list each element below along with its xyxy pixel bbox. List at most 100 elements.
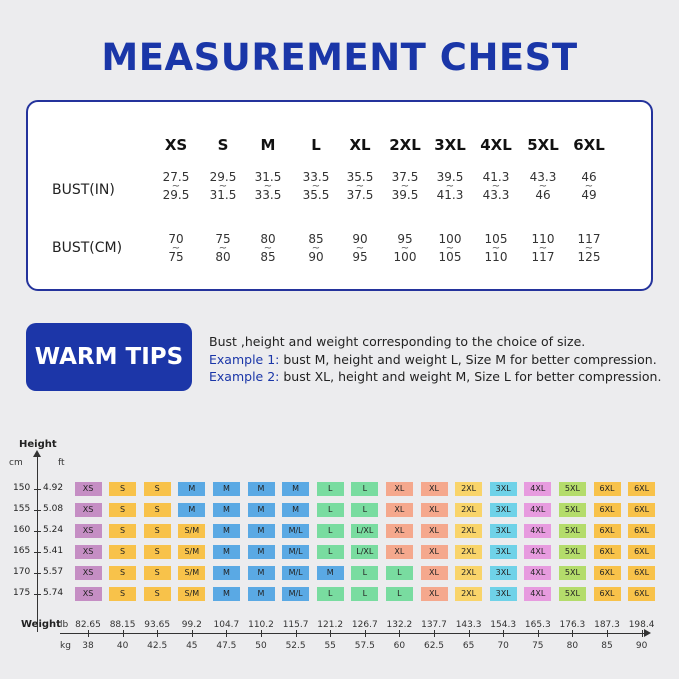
tips-example-1: Example 1: bust M, height and weight L, … bbox=[209, 351, 661, 369]
size-cell: L bbox=[316, 587, 344, 601]
size-cell: 3XL bbox=[489, 566, 517, 580]
height-cm-label: 170 bbox=[13, 567, 31, 577]
size-cell: L bbox=[316, 524, 344, 538]
height-cm-label: 160 bbox=[13, 525, 31, 535]
size-cell: 2XL bbox=[455, 524, 483, 538]
warm-tips-badge: WARM TIPS bbox=[26, 323, 192, 391]
size-header-3xl: 3XL bbox=[434, 136, 466, 154]
size-header-xl: XL bbox=[349, 136, 371, 154]
weight-tick bbox=[157, 630, 159, 637]
weight-kg-label: 42.5 bbox=[147, 641, 168, 651]
size-cell: XS bbox=[74, 503, 102, 517]
weight-tick bbox=[641, 630, 643, 637]
range-cell: 100 ~105 bbox=[438, 232, 462, 264]
weight-lb-label: 115.7 bbox=[282, 620, 309, 630]
weight-lb-label: 99.2 bbox=[181, 620, 202, 630]
size-cell: M bbox=[316, 566, 344, 580]
weight-tick bbox=[537, 630, 539, 637]
weight-tick bbox=[607, 630, 608, 637]
size-cell: S/M bbox=[178, 545, 206, 559]
weight-tick bbox=[191, 630, 193, 637]
size-cell: M bbox=[212, 524, 240, 538]
weight-tick bbox=[364, 630, 366, 637]
height-tick bbox=[34, 594, 41, 595]
weight-lb-label: 137.7 bbox=[421, 620, 447, 630]
size-cell: 6XL bbox=[628, 503, 656, 517]
weight-kg-label: 47.5 bbox=[216, 641, 237, 651]
size-cell: M bbox=[247, 482, 275, 496]
weight-lb-label: 176.3 bbox=[559, 620, 586, 630]
size-header-l: L bbox=[311, 136, 321, 154]
range-cell: 35.5 ~37.5 bbox=[346, 170, 374, 202]
size-cell: M/L bbox=[282, 587, 310, 601]
example-1-text: bust M, height and weight L, Size M for … bbox=[279, 351, 657, 367]
cm-unit: cm bbox=[9, 458, 23, 468]
size-cell: 4XL bbox=[524, 482, 552, 496]
weight-tick bbox=[261, 630, 262, 637]
weight-kg-label: 90 bbox=[635, 641, 648, 651]
size-cell: M bbox=[212, 545, 240, 559]
size-cell: XL bbox=[420, 587, 448, 601]
size-header-xs: XS bbox=[164, 136, 188, 154]
size-cell: L bbox=[351, 482, 379, 496]
height-tick bbox=[34, 489, 41, 490]
size-header-5xl: 5XL bbox=[527, 136, 559, 154]
size-cell: L bbox=[351, 503, 379, 517]
size-cell: S bbox=[143, 566, 171, 580]
row-label: BUST(CM) bbox=[52, 240, 123, 256]
size-cell: S bbox=[109, 503, 137, 517]
weight-kg-label: 38 bbox=[82, 641, 94, 651]
height-ft-label: 5.57 bbox=[43, 567, 64, 577]
size-header-m: M bbox=[260, 136, 276, 154]
size-cell: L bbox=[385, 566, 413, 580]
size-cell: S bbox=[143, 545, 171, 559]
size-cell: 5XL bbox=[558, 587, 586, 601]
size-cell: 6XL bbox=[628, 587, 656, 601]
size-cell: M bbox=[212, 587, 240, 601]
size-cell: M bbox=[282, 482, 310, 496]
weight-tick bbox=[399, 630, 401, 637]
height-tick bbox=[34, 510, 41, 511]
size-cell: 5XL bbox=[558, 545, 586, 559]
size-cell: L/XL bbox=[351, 524, 379, 538]
height-cm-label: 155 bbox=[13, 504, 31, 514]
size-cell: 2XL bbox=[455, 503, 483, 517]
range-cell: 41.3 ~43.3 bbox=[482, 170, 510, 202]
size-cell: 2XL bbox=[455, 587, 483, 601]
size-cell: M bbox=[282, 503, 310, 517]
size-cell: S bbox=[143, 482, 171, 496]
weight-lb-label: 121.2 bbox=[317, 620, 344, 630]
size-cell: S bbox=[109, 545, 137, 559]
size-cell: 4XL bbox=[524, 545, 552, 559]
size-cell: M/L bbox=[282, 545, 310, 559]
weight-axis bbox=[60, 633, 648, 634]
example-1-label: Example 1: bbox=[209, 351, 280, 367]
weight-tick bbox=[226, 630, 228, 637]
size-cell: 6XL bbox=[593, 524, 621, 538]
height-tick bbox=[34, 552, 41, 553]
size-cell: S bbox=[109, 482, 137, 496]
weight-lb-label: 165.3 bbox=[524, 620, 551, 630]
weight-tick bbox=[468, 630, 470, 637]
size-cell: S/M bbox=[178, 566, 206, 580]
weight-axis-arrow bbox=[644, 629, 651, 637]
row-label: BUST(IN) bbox=[52, 182, 115, 198]
weight-lb-label: 88.15 bbox=[109, 620, 136, 630]
size-cell: 4XL bbox=[524, 587, 552, 601]
size-header-6xl: 6XL bbox=[573, 136, 605, 154]
range-cell: 31.5 ~33.5 bbox=[254, 170, 282, 202]
size-cell: 6XL bbox=[628, 482, 656, 496]
size-grid: Height cm ft lb Weight kg 150 4.92 155 5.08… bbox=[0, 430, 679, 679]
size-cell: 6XL bbox=[593, 545, 621, 559]
size-cell: M bbox=[212, 566, 240, 580]
height-tick bbox=[34, 531, 41, 532]
size-cell: 2XL bbox=[455, 482, 483, 496]
weight-kg-label: 70 bbox=[497, 641, 509, 651]
size-cell: XL bbox=[420, 566, 448, 580]
size-cell: L bbox=[351, 587, 379, 601]
size-cell: L bbox=[316, 545, 344, 559]
weight-kg-label: 85 bbox=[601, 641, 613, 651]
tips-text: Bust ,height and weight corresponding to… bbox=[209, 333, 661, 386]
size-cell: XL bbox=[420, 482, 448, 496]
weight-kg-label: 65 bbox=[462, 641, 475, 651]
